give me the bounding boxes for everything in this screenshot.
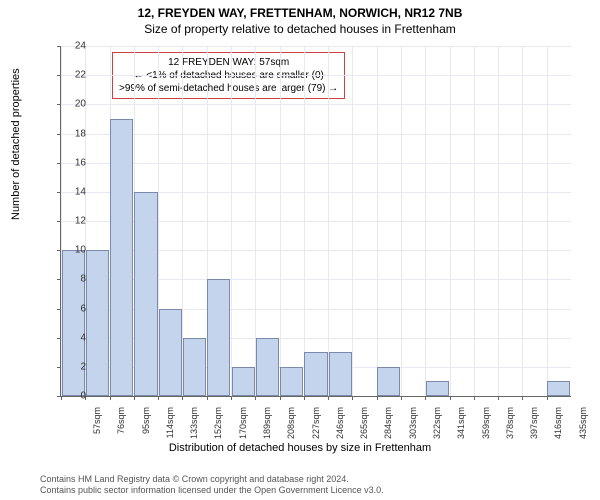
xtick-mark xyxy=(352,396,353,400)
histogram-bar xyxy=(377,367,400,396)
gridline-h xyxy=(61,75,571,76)
xtick-label: 322sqm xyxy=(432,407,442,447)
xtick-mark xyxy=(134,396,135,400)
ytick-label: 8 xyxy=(80,274,86,285)
histogram-bar xyxy=(207,279,230,396)
ytick-label: 2 xyxy=(80,361,86,372)
xtick-mark xyxy=(328,396,329,400)
gridline-v xyxy=(304,46,305,396)
ytick-label: 6 xyxy=(80,303,86,314)
xtick-mark xyxy=(207,396,208,400)
xtick-mark xyxy=(377,396,378,400)
xtick-label: 227sqm xyxy=(311,407,321,447)
histogram-bar xyxy=(304,352,327,396)
gridline-h xyxy=(61,163,571,164)
xtick-mark xyxy=(110,396,111,400)
footer-line: Contains public sector information licen… xyxy=(40,485,384,496)
gridline-v xyxy=(450,46,451,396)
xtick-mark xyxy=(280,396,281,400)
xtick-mark xyxy=(450,396,451,400)
ytick-label: 14 xyxy=(75,186,86,197)
xtick-mark xyxy=(522,396,523,400)
xtick-label: 76sqm xyxy=(116,407,126,447)
histogram-bar xyxy=(134,192,157,396)
xtick-label: 246sqm xyxy=(335,407,345,447)
xtick-mark xyxy=(304,396,305,400)
chart-title-line1: 12, FREYDEN WAY, FRETTENHAM, NORWICH, NR… xyxy=(0,0,600,20)
chart-container: 12, FREYDEN WAY, FRETTENHAM, NORWICH, NR… xyxy=(0,0,600,500)
gridline-v xyxy=(498,46,499,396)
xtick-label: 114sqm xyxy=(165,407,175,447)
histogram-bar xyxy=(183,338,206,396)
histogram-bar xyxy=(110,119,133,396)
footer-line: Contains HM Land Registry data © Crown c… xyxy=(40,474,384,485)
ytick-label: 22 xyxy=(75,70,86,81)
gridline-v xyxy=(280,46,281,396)
ytick-label: 10 xyxy=(75,245,86,256)
ytick-label: 16 xyxy=(75,157,86,168)
ytick-label: 20 xyxy=(75,99,86,110)
xtick-mark xyxy=(61,396,62,400)
histogram-bar xyxy=(256,338,279,396)
histogram-bar xyxy=(86,250,109,396)
xtick-label: 378sqm xyxy=(505,407,515,447)
ytick-label: 18 xyxy=(75,128,86,139)
gridline-v xyxy=(231,46,232,396)
gridline-v xyxy=(547,46,548,396)
xtick-label: 359sqm xyxy=(481,407,491,447)
xtick-label: 170sqm xyxy=(238,407,248,447)
histogram-bar xyxy=(159,309,182,397)
histogram-bar xyxy=(232,367,255,396)
gridline-h xyxy=(61,104,571,105)
xtick-label: 303sqm xyxy=(408,407,418,447)
xtick-label: 189sqm xyxy=(262,407,272,447)
xtick-label: 284sqm xyxy=(383,407,393,447)
y-axis-label: Number of detached properties xyxy=(10,68,22,220)
ytick-label: 24 xyxy=(75,41,86,52)
gridline-v xyxy=(522,46,523,396)
gridline-h xyxy=(61,134,571,135)
gridline-v xyxy=(425,46,426,396)
histogram-bar xyxy=(547,381,570,396)
xtick-label: 397sqm xyxy=(529,407,539,447)
xtick-mark xyxy=(158,396,159,400)
xtick-mark xyxy=(498,396,499,400)
gridline-h xyxy=(61,46,571,47)
xtick-label: 208sqm xyxy=(286,407,296,447)
xtick-label: 152sqm xyxy=(213,407,223,447)
gridline-v xyxy=(377,46,378,396)
histogram-bar xyxy=(329,352,352,396)
gridline-v xyxy=(352,46,353,396)
xtick-label: 265sqm xyxy=(359,407,369,447)
histogram-bar xyxy=(426,381,449,396)
annotation-line: 12 FREYDEN WAY: 57sqm xyxy=(119,56,338,69)
xtick-mark xyxy=(474,396,475,400)
xtick-label: 133sqm xyxy=(189,407,199,447)
annotation-line: >99% of semi-detached houses are larger … xyxy=(119,82,338,95)
plot-area: 12 FREYDEN WAY: 57sqm ← <1% of detached … xyxy=(60,46,571,397)
ytick-label: 12 xyxy=(75,216,86,227)
chart-title-line2: Size of property relative to detached ho… xyxy=(0,20,600,36)
gridline-v xyxy=(401,46,402,396)
footer-attribution: Contains HM Land Registry data © Crown c… xyxy=(40,474,384,496)
ytick-label: 4 xyxy=(80,332,86,343)
histogram-bar xyxy=(280,367,303,396)
xtick-label: 435sqm xyxy=(578,407,588,447)
xtick-mark xyxy=(401,396,402,400)
gridline-v xyxy=(328,46,329,396)
xtick-label: 95sqm xyxy=(141,407,151,447)
xtick-label: 57sqm xyxy=(92,407,102,447)
histogram-bar xyxy=(62,250,85,396)
xtick-mark xyxy=(547,396,548,400)
gridline-v xyxy=(474,46,475,396)
ytick-label: 0 xyxy=(80,391,86,402)
xtick-label: 416sqm xyxy=(553,407,563,447)
xtick-mark xyxy=(231,396,232,400)
xtick-mark xyxy=(425,396,426,400)
xtick-mark xyxy=(255,396,256,400)
xtick-label: 341sqm xyxy=(456,407,466,447)
xtick-mark xyxy=(182,396,183,400)
